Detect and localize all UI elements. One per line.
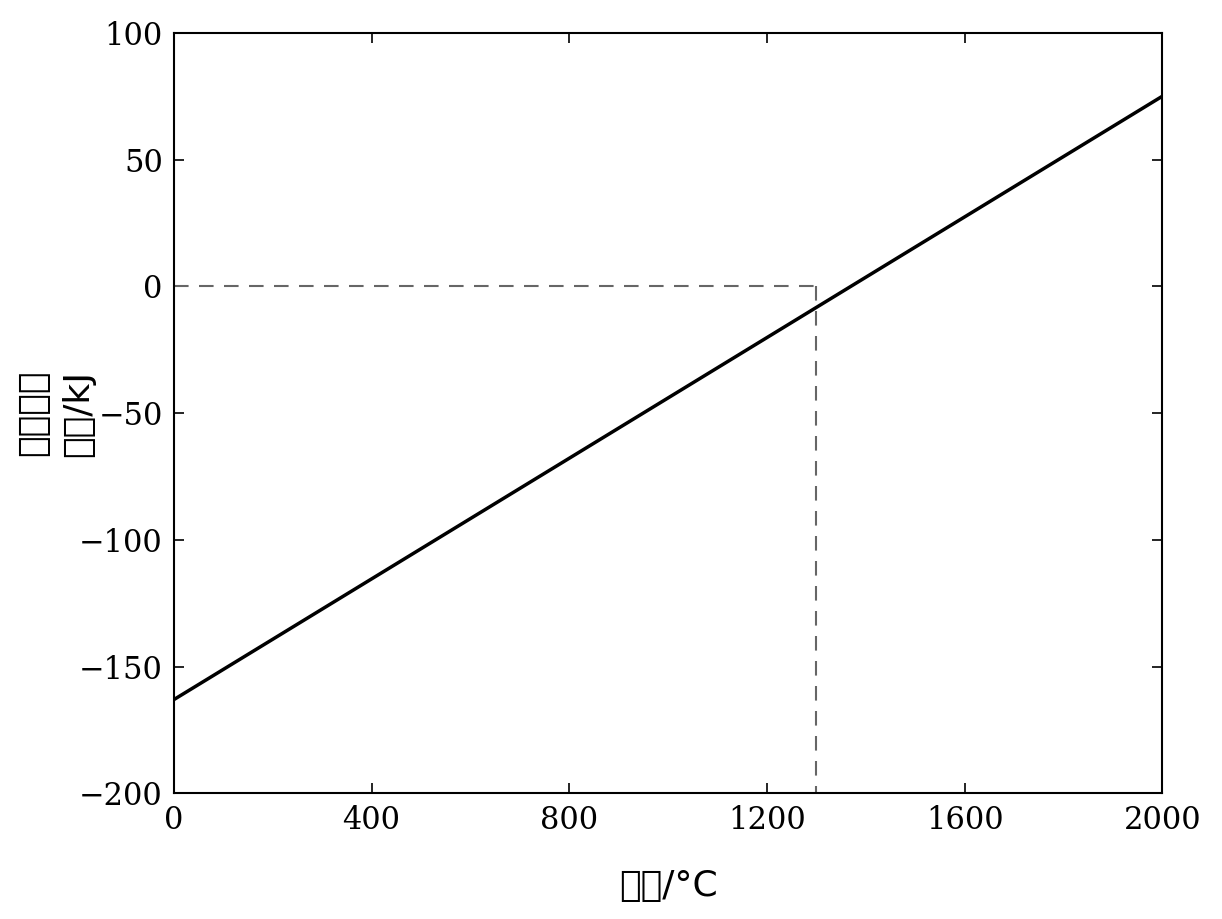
Text: 吉布斯自
由能/kJ: 吉布斯自 由能/kJ bbox=[16, 369, 94, 457]
Text: 温度/°C: 温度/°C bbox=[618, 869, 717, 903]
